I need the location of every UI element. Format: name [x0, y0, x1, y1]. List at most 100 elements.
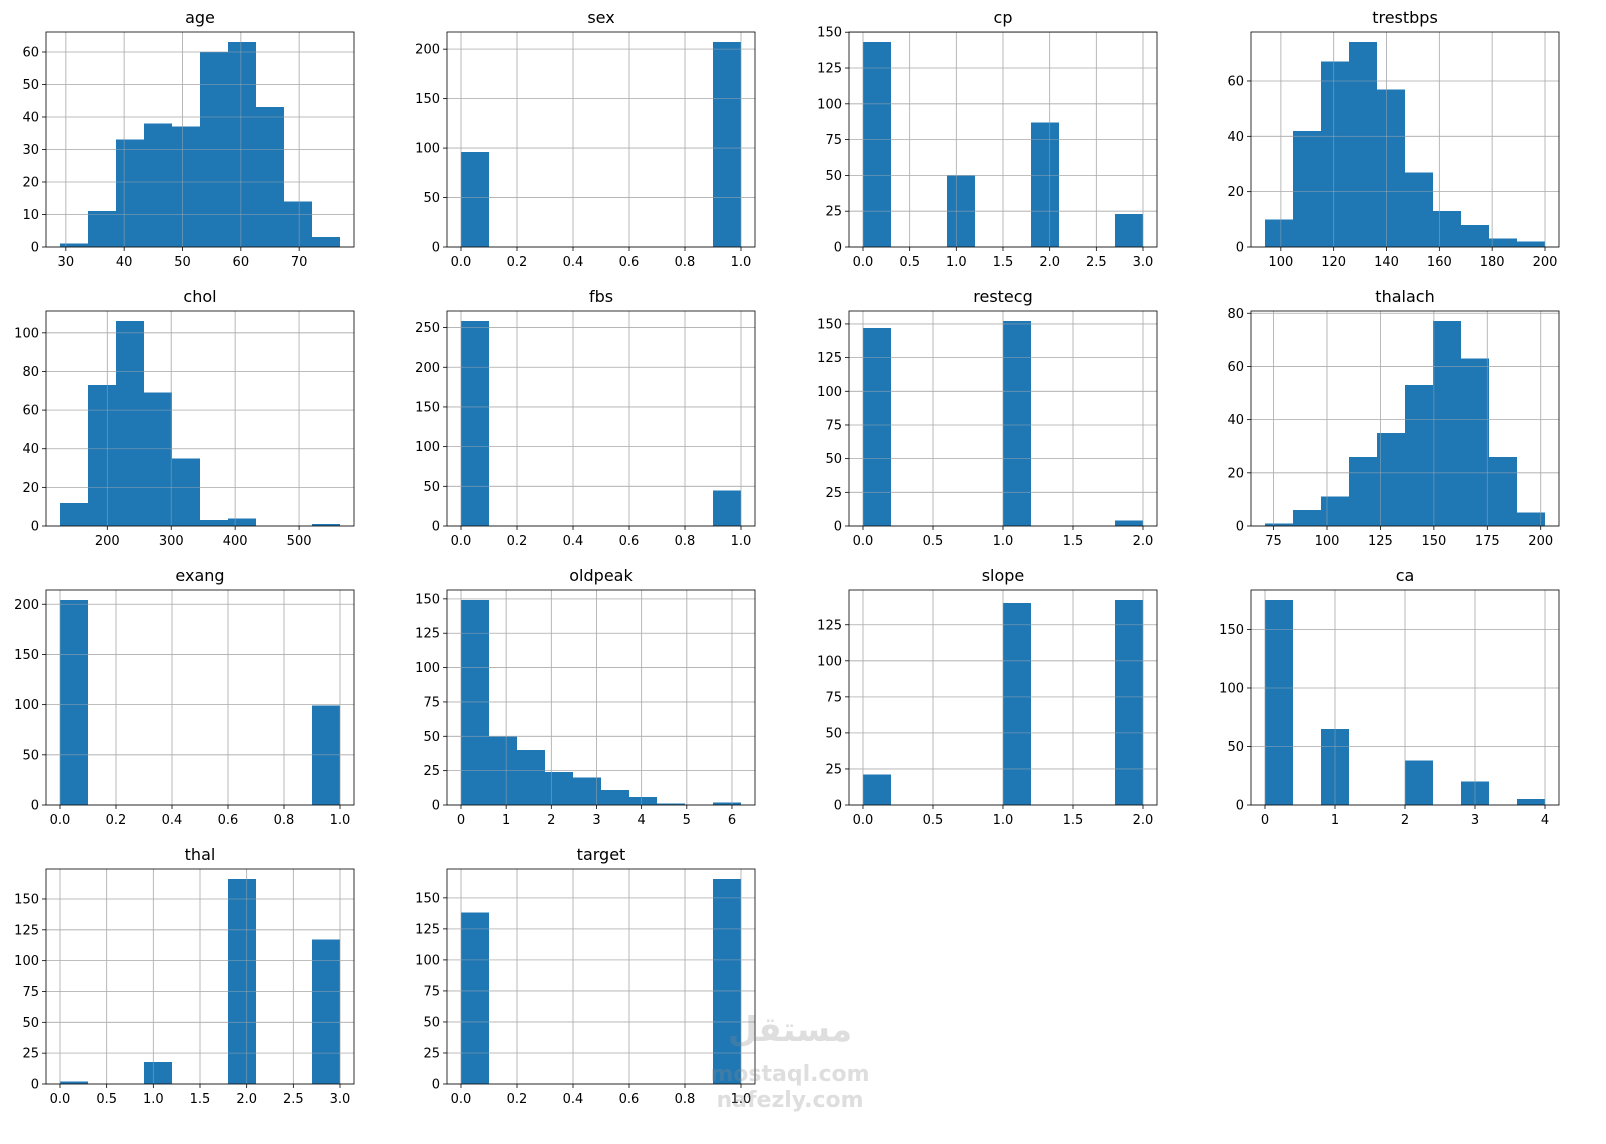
x-tick-label: 0.4 — [563, 1092, 584, 1107]
x-tick-label: 200 — [1533, 255, 1558, 270]
x-tick-label: 50 — [174, 255, 191, 270]
y-tick-label: 25 — [22, 1047, 39, 1062]
y-tick-label: 0 — [432, 520, 440, 535]
histogram-bar — [116, 139, 144, 247]
histogram-fbs: 0.0 0.2 0.4 0.6 0.8 1.0 0 50 100 150 200 250 fbs — [415, 287, 756, 549]
x-tick-label: 1.0 — [993, 534, 1014, 549]
y-tick-label: 0 — [1236, 520, 1244, 535]
x-tick-label: 1.0 — [731, 534, 752, 549]
axes-frame — [1250, 31, 1560, 248]
chart-title: oldpeak — [569, 566, 633, 585]
axes-frame — [45, 310, 355, 527]
x-tick-label: 0.2 — [507, 255, 528, 270]
histogram-bar — [461, 152, 489, 247]
histogram-bar — [1265, 600, 1293, 805]
x-tick-label: 1.5 — [993, 255, 1014, 270]
x-tick-label: 0 — [1261, 813, 1269, 828]
y-tick-label: 75 — [22, 985, 39, 1000]
y-tick-label: 100 — [1219, 681, 1244, 696]
y-tick-label: 60 — [1227, 360, 1244, 375]
x-tick-label: 1.0 — [731, 255, 752, 270]
y-tick-label: 0 — [31, 241, 39, 256]
y-tick-label: 80 — [22, 365, 39, 380]
y-tick-label: 125 — [415, 922, 440, 937]
y-tick-label: 0 — [834, 241, 842, 256]
histogram-bar — [863, 42, 891, 247]
x-tick-label: 0.4 — [162, 813, 183, 828]
y-tick-label: 50 — [423, 1015, 440, 1030]
y-tick-label: 125 — [817, 62, 842, 77]
x-tick-label: 1.0 — [330, 813, 351, 828]
x-tick-label: 200 — [1528, 534, 1553, 549]
y-tick-label: 25 — [825, 762, 842, 777]
y-tick-label: 150 — [415, 400, 440, 415]
y-tick-label: 20 — [1227, 466, 1244, 481]
y-tick-label: 50 — [22, 748, 39, 763]
axes-frame — [446, 589, 756, 806]
x-tick-label: 500 — [287, 534, 312, 549]
x-tick-label: 0.0 — [451, 255, 472, 270]
chart-title: chol — [183, 287, 216, 306]
y-tick-label: 100 — [14, 326, 39, 341]
histogram-bar — [88, 211, 116, 247]
histogram-bar — [228, 879, 256, 1084]
x-tick-label: 0.0 — [451, 1092, 472, 1107]
histogram-bar — [1405, 385, 1433, 526]
histogram-bar — [657, 803, 685, 805]
x-tick-label: 1.0 — [946, 255, 967, 270]
histogram-bar — [517, 750, 545, 805]
histogram-trestbps: 100 120 140 160 180 200 0 20 40 60 trestbps — [1227, 8, 1560, 270]
x-tick-label: 70 — [291, 255, 308, 270]
x-tick-label: 1.5 — [1063, 813, 1084, 828]
chart-title: ca — [1396, 566, 1415, 585]
histogram-bar — [200, 520, 228, 526]
x-tick-label: 60 — [233, 255, 250, 270]
chart-title: thal — [185, 845, 216, 864]
y-tick-label: 80 — [1227, 307, 1244, 322]
x-tick-label: 0.0 — [853, 534, 874, 549]
x-tick-label: 1 — [502, 813, 510, 828]
y-tick-label: 100 — [415, 953, 440, 968]
histogram-bar — [172, 458, 200, 526]
histogram-bar — [284, 201, 312, 247]
histogram-bar — [1293, 130, 1321, 247]
chart-title: fbs — [589, 287, 613, 306]
histogram-bar — [1115, 214, 1143, 247]
y-tick-label: 60 — [1227, 74, 1244, 89]
x-tick-label: 2.5 — [283, 1092, 304, 1107]
x-tick-label: 100 — [1315, 534, 1340, 549]
axes-frame — [446, 31, 756, 248]
x-tick-label: 1.0 — [731, 1092, 752, 1107]
y-tick-label: 25 — [423, 1046, 440, 1061]
y-tick-label: 25 — [423, 764, 440, 779]
histogram-bar — [228, 518, 256, 526]
y-tick-label: 30 — [22, 143, 39, 158]
histogram-bar — [172, 126, 200, 247]
y-tick-label: 40 — [1227, 130, 1244, 145]
y-tick-label: 100 — [415, 142, 440, 157]
x-tick-label: 0.6 — [619, 255, 640, 270]
x-tick-label: 6 — [728, 813, 736, 828]
chart-title: sex — [587, 8, 614, 27]
histogram-bar — [713, 802, 741, 805]
x-tick-label: 0.2 — [106, 813, 127, 828]
x-tick-label: 0.0 — [853, 813, 874, 828]
histogram-restecg: 0.0 0.5 1.0 1.5 2.0 0 25 50 75 100 125 150 restecg — [817, 287, 1158, 549]
histogram-bar — [1461, 224, 1489, 247]
histogram-bar — [1517, 799, 1545, 805]
y-tick-label: 0 — [31, 520, 39, 535]
y-tick-label: 50 — [423, 191, 440, 206]
histogram-bar — [1517, 512, 1545, 526]
y-tick-label: 150 — [817, 26, 842, 41]
x-tick-label: 200 — [95, 534, 120, 549]
x-tick-label: 175 — [1475, 534, 1500, 549]
axes-frame — [45, 31, 355, 248]
histogram-ca: 0 1 2 3 4 0 50 100 150 ca — [1219, 566, 1560, 828]
histogram-bar — [312, 939, 340, 1084]
histogram-chol: 200 300 400 500 0 20 40 60 80 100 chol — [14, 287, 355, 549]
x-tick-label: 0.5 — [899, 255, 920, 270]
histogram-bar — [1349, 456, 1377, 526]
histogram-bar — [1405, 760, 1433, 805]
axes-frame — [45, 589, 355, 806]
